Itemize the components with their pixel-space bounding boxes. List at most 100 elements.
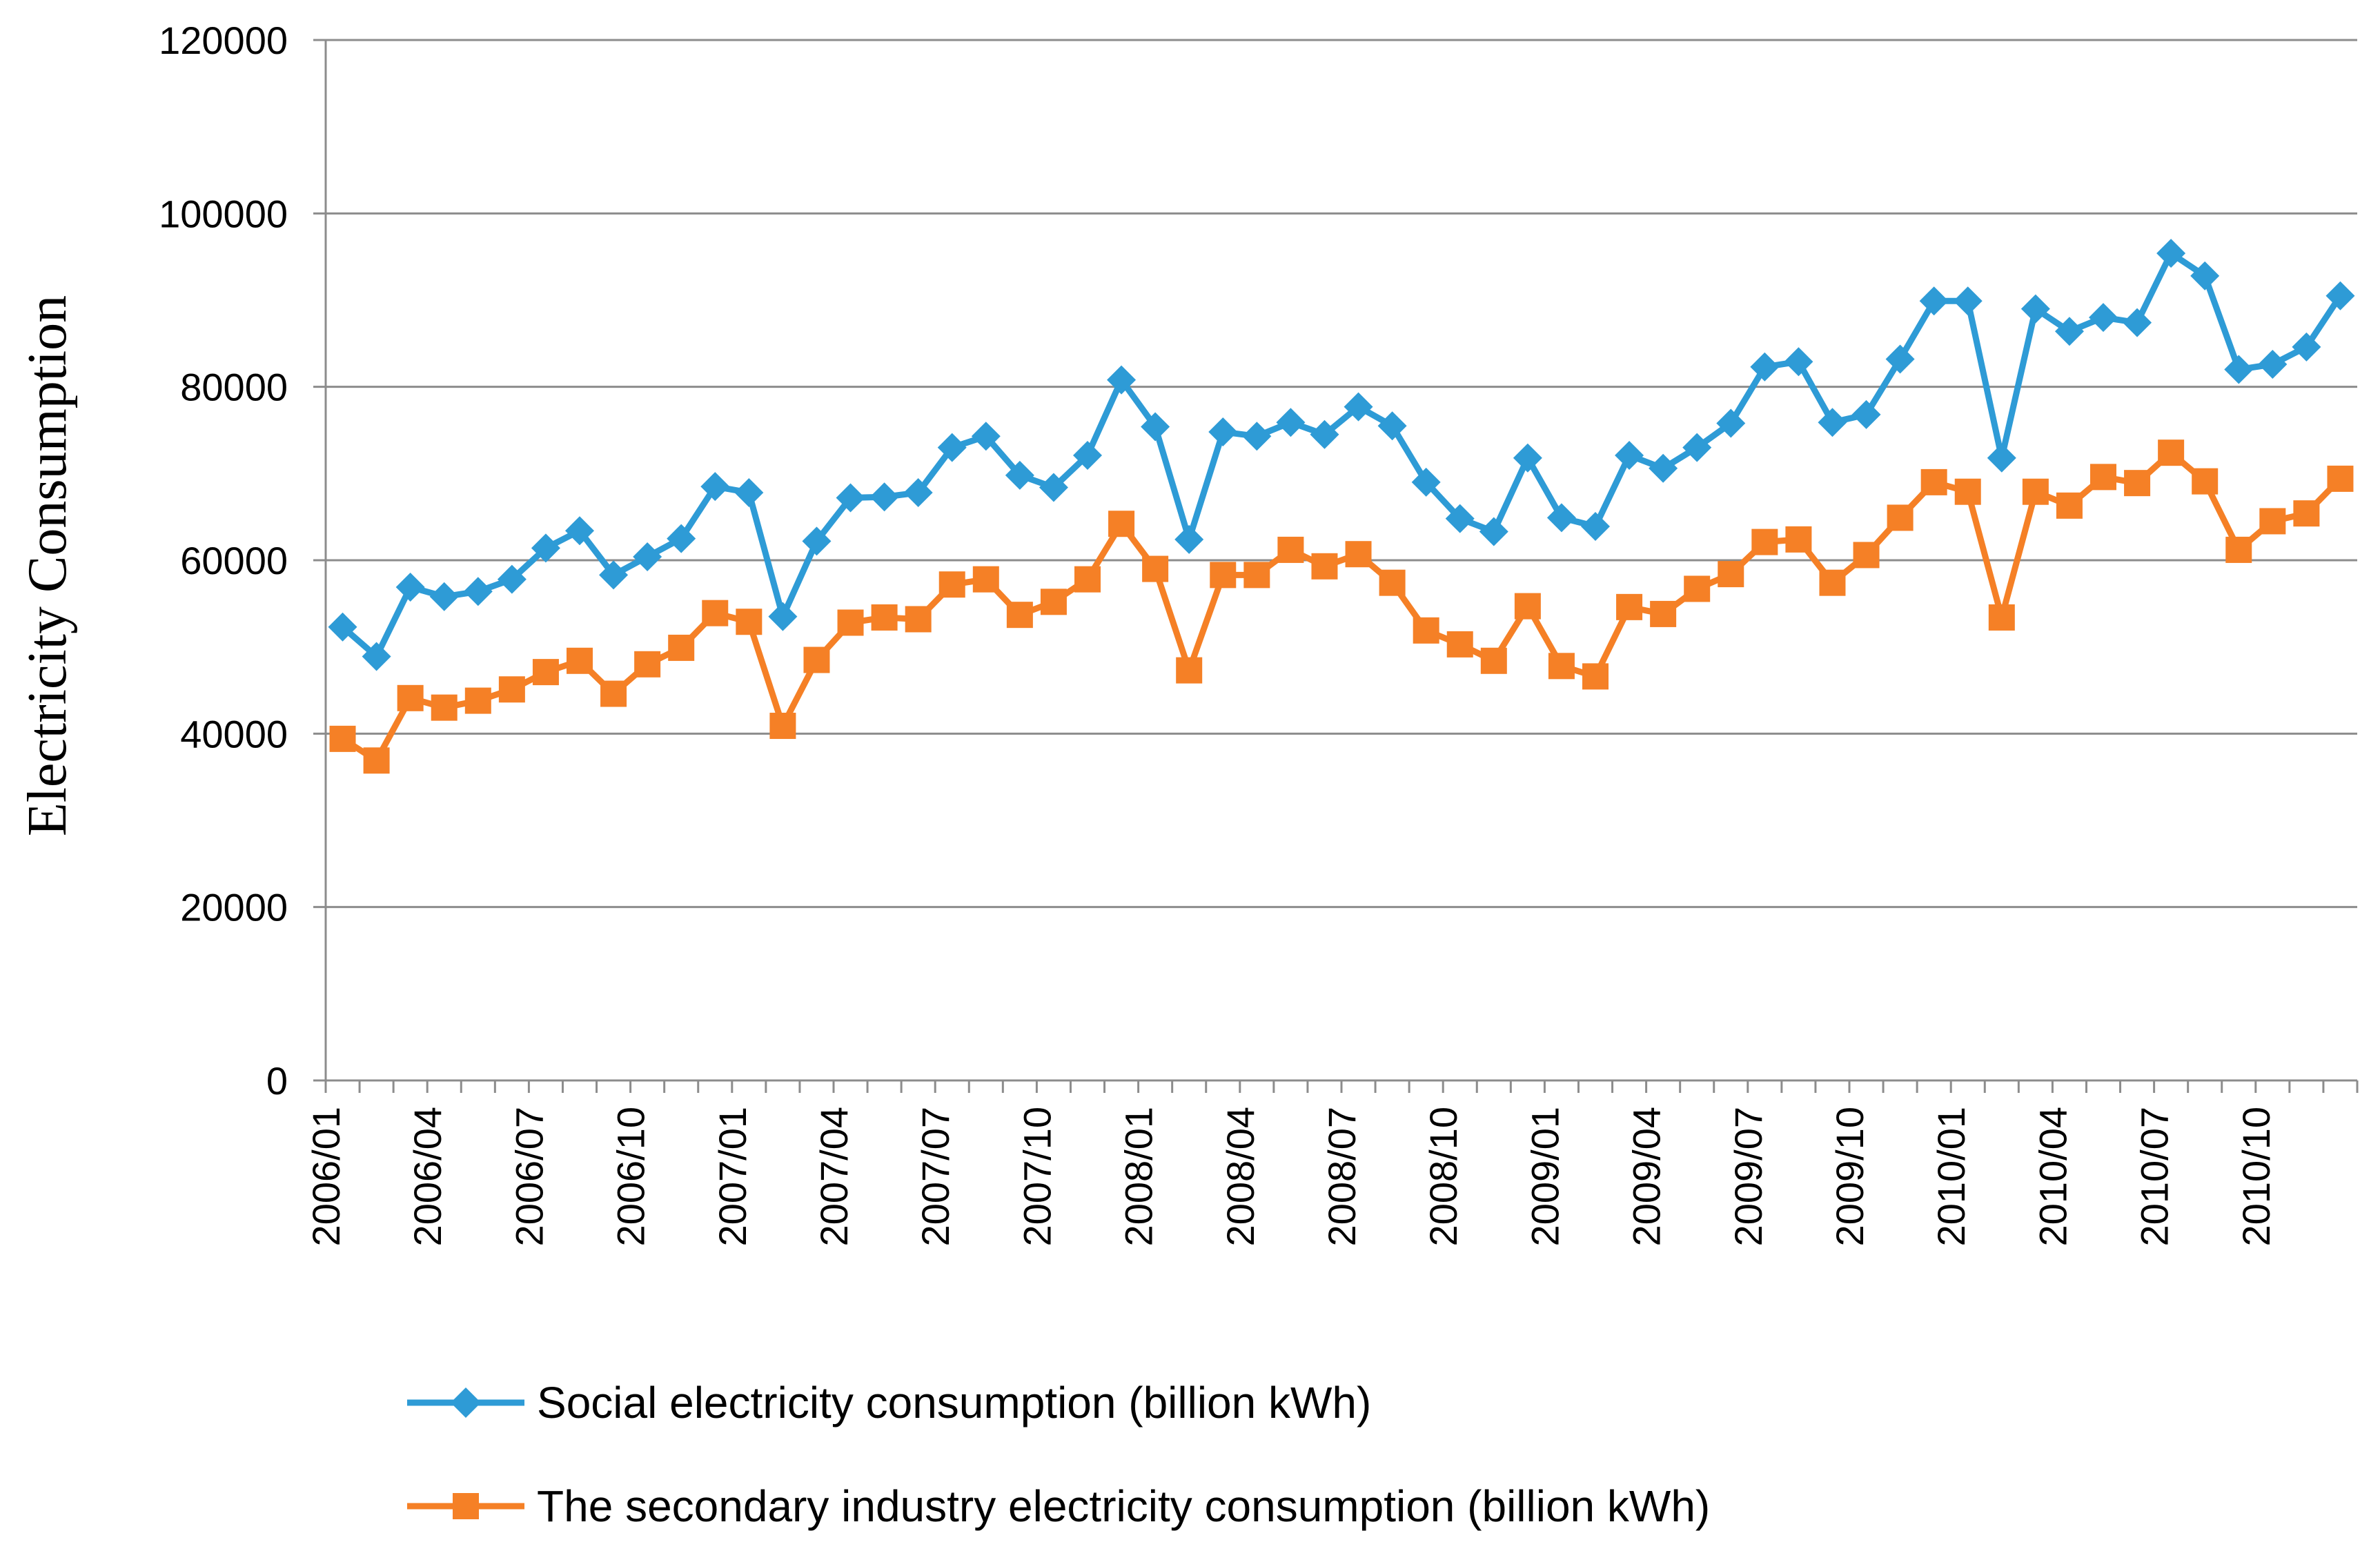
data-point bbox=[397, 684, 424, 711]
data-point bbox=[905, 606, 932, 633]
data-point bbox=[1785, 526, 1812, 553]
data-point bbox=[1682, 433, 1712, 462]
data-point bbox=[1074, 566, 1101, 593]
data-point bbox=[498, 676, 525, 703]
data-point bbox=[1649, 453, 1678, 483]
data-point bbox=[1039, 473, 1068, 502]
data-point bbox=[600, 680, 627, 707]
data-point bbox=[1513, 443, 1542, 473]
x-tick-label: 2008/10 bbox=[1422, 1107, 1465, 1246]
data-point bbox=[1885, 344, 1915, 374]
data-point bbox=[702, 600, 729, 626]
data-point bbox=[2056, 492, 2083, 519]
legend-item: The secondary industry electricity consu… bbox=[407, 1481, 1710, 1531]
legend: Social electricity consumption (billion … bbox=[407, 1378, 1710, 1531]
x-tick-label: 2007/04 bbox=[812, 1107, 856, 1246]
x-tick-label: 2009/01 bbox=[1523, 1107, 1566, 1246]
data-point bbox=[1073, 440, 1102, 470]
data-point bbox=[2020, 294, 2050, 324]
legend-marker bbox=[453, 1493, 479, 1519]
data-point bbox=[1887, 504, 1914, 531]
x-tick-labels: 2006/01 2006/04 2006/07 2006/10 2007/01 2007/… bbox=[304, 1107, 2278, 1246]
data-point bbox=[497, 564, 527, 594]
data-point bbox=[1480, 647, 1507, 674]
data-point bbox=[972, 566, 999, 593]
x-tick-label: 2007/07 bbox=[914, 1107, 957, 1246]
data-point bbox=[2158, 439, 2185, 466]
data-point bbox=[1344, 392, 1373, 422]
data-point bbox=[1208, 417, 1238, 447]
data-point bbox=[2190, 261, 2220, 290]
data-point bbox=[1310, 419, 1339, 449]
axes bbox=[313, 39, 2359, 1093]
data-point bbox=[700, 472, 730, 502]
data-point bbox=[531, 533, 560, 563]
x-tick-label: 2010/07 bbox=[2133, 1107, 2176, 1246]
series-layer bbox=[328, 239, 2355, 774]
data-point bbox=[1107, 365, 1137, 395]
data-point bbox=[1615, 440, 1644, 470]
data-point bbox=[836, 483, 865, 513]
data-point bbox=[1548, 653, 1575, 680]
data-point bbox=[803, 646, 830, 673]
data-point bbox=[2292, 332, 2321, 362]
data-point bbox=[1413, 617, 1439, 644]
data-point bbox=[567, 647, 593, 674]
data-point bbox=[1851, 399, 1881, 429]
x-tick-label: 2006/04 bbox=[406, 1107, 449, 1246]
data-point bbox=[1954, 478, 1981, 505]
data-point bbox=[1582, 663, 1609, 690]
data-point bbox=[464, 687, 491, 714]
x-tick-label: 2007/10 bbox=[1015, 1107, 1059, 1246]
data-point bbox=[1750, 352, 1780, 382]
data-point bbox=[937, 433, 967, 462]
data-point bbox=[1277, 536, 1304, 563]
data-point bbox=[328, 612, 357, 642]
data-point bbox=[2325, 281, 2355, 310]
data-point bbox=[1819, 569, 1846, 596]
data-point bbox=[429, 582, 459, 611]
data-point bbox=[1276, 408, 1306, 437]
data-point bbox=[1514, 593, 1541, 620]
data-point bbox=[1311, 553, 1338, 580]
data-point bbox=[463, 577, 493, 606]
data-point bbox=[2224, 355, 2254, 384]
y-tick-label: 120000 bbox=[159, 19, 288, 62]
x-tick-label: 2009/10 bbox=[1828, 1107, 1871, 1246]
x-tick-label: 2008/04 bbox=[1219, 1107, 1262, 1246]
y-tick-label: 60000 bbox=[180, 539, 288, 582]
y-tick-label: 100000 bbox=[159, 192, 288, 235]
x-tick-label: 2009/07 bbox=[1727, 1107, 1770, 1246]
data-point bbox=[1718, 561, 1744, 588]
data-point bbox=[1210, 562, 1237, 589]
gridlines bbox=[326, 39, 2357, 909]
y-tick-label: 40000 bbox=[180, 712, 288, 755]
x-tick-label: 2010/01 bbox=[1929, 1107, 1973, 1246]
data-point bbox=[1919, 286, 1949, 316]
data-point bbox=[1379, 569, 1406, 596]
data-point bbox=[903, 477, 933, 507]
x-tick-label: 2010/04 bbox=[2031, 1107, 2074, 1246]
data-point bbox=[2192, 468, 2219, 495]
data-point bbox=[1987, 443, 2016, 473]
data-point bbox=[1108, 511, 1135, 537]
legend-marker bbox=[451, 1387, 481, 1418]
data-point bbox=[667, 524, 696, 553]
data-point bbox=[2089, 303, 2118, 333]
data-point bbox=[1784, 347, 1813, 377]
data-point bbox=[971, 422, 1001, 451]
series-1 bbox=[328, 239, 2355, 671]
data-point bbox=[1176, 657, 1203, 684]
data-point bbox=[1243, 562, 1270, 589]
legend-label: Social electricity consumption (billion … bbox=[537, 1378, 1371, 1427]
x-tick-label: 2006/01 bbox=[304, 1107, 348, 1246]
data-point bbox=[871, 604, 898, 631]
data-point bbox=[1040, 589, 1067, 615]
y-axis-label: Electricity Consumption bbox=[17, 295, 78, 836]
data-point bbox=[1242, 422, 1272, 451]
data-point bbox=[2258, 349, 2288, 379]
data-point bbox=[362, 642, 391, 671]
data-point bbox=[1616, 593, 1643, 620]
data-point bbox=[2124, 470, 2151, 497]
